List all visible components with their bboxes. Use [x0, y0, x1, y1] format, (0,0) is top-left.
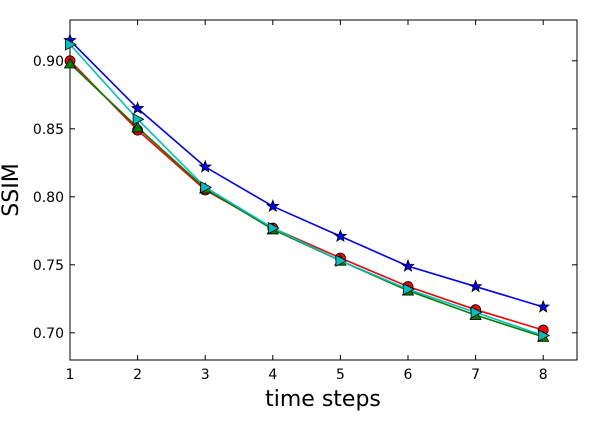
- series-4: [65, 38, 551, 342]
- x-axis-label: time steps: [265, 387, 381, 412]
- series-2: [64, 55, 549, 336]
- series-line: [69, 39, 544, 308]
- plot-frame: [69, 19, 578, 361]
- series-line: [69, 62, 544, 338]
- x-tick-label: 7: [471, 367, 480, 383]
- star-marker: [266, 199, 280, 213]
- triangle-right-marker: [335, 254, 348, 267]
- x-tick-label: 1: [66, 367, 75, 383]
- x-tick-label: 3: [201, 367, 210, 383]
- series-3: [63, 57, 550, 342]
- y-tick-label: 0.85: [33, 122, 64, 138]
- triangle-right-marker: [200, 181, 213, 194]
- triangle-right-marker: [65, 38, 77, 51]
- triangle-right-marker: [538, 329, 551, 342]
- star-marker: [536, 299, 550, 313]
- triangle-right-marker: [267, 221, 280, 235]
- triangle-up-marker: [63, 57, 77, 69]
- star-marker: [198, 159, 212, 173]
- x-tick-label: 8: [539, 367, 548, 383]
- star-marker: [401, 259, 415, 272]
- x-tick-label: 5: [336, 367, 345, 383]
- triangle-right-marker: [132, 113, 145, 126]
- y-tick-label: 0.75: [33, 258, 64, 274]
- triangle-right-marker: [403, 283, 415, 296]
- y-axis-label: SSIM: [0, 163, 24, 216]
- triangle-right-marker: [470, 306, 483, 319]
- series-line: [69, 60, 544, 331]
- series-line: [69, 43, 544, 337]
- star-marker: [468, 279, 483, 293]
- star-marker: [333, 229, 348, 243]
- y-tick-label: 0.80: [33, 190, 64, 206]
- x-tick-label: 6: [404, 367, 413, 383]
- x-tick-label: 4: [268, 367, 277, 383]
- triangle-up-marker: [131, 121, 144, 133]
- star-marker: [130, 101, 145, 115]
- x-tick-label: 2: [133, 367, 142, 383]
- series-1: [63, 33, 550, 313]
- y-tick-label: 0.70: [33, 326, 64, 342]
- series-group: [63, 33, 551, 342]
- ticks: 1 2 3 4 5 6 7 8 0.70 0.75 0.80 0.85 0.90: [33, 20, 577, 383]
- y-tick-label: 0.90: [33, 54, 64, 70]
